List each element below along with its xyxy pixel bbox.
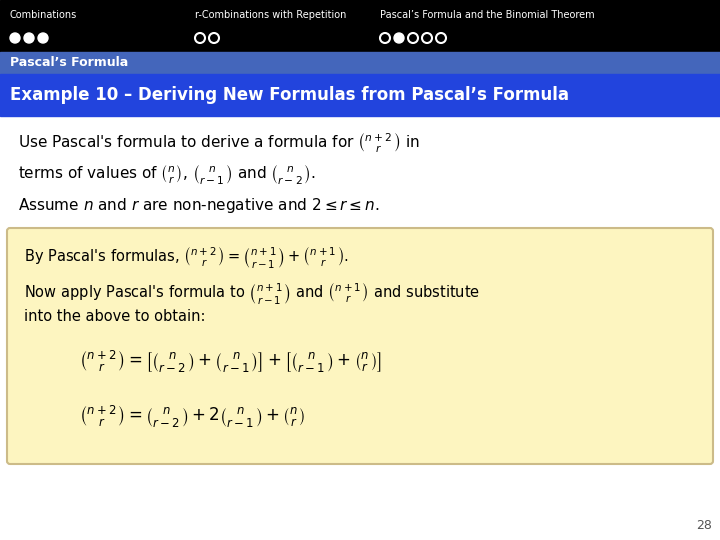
Bar (0, 0, 720, 52)
Text: Pascal’s Formula: Pascal’s Formula (10, 57, 128, 70)
Circle shape (394, 33, 404, 43)
Text: terms of values of $\binom{n}{r}$, $\binom{n}{r-1}$ and $\binom{n}{r-2}$.: terms of values of $\binom{n}{r}$, $\bin… (18, 164, 316, 187)
Text: Pascal’s Formula and the Binomial Theorem: Pascal’s Formula and the Binomial Theore… (380, 10, 595, 20)
Text: Now apply Pascal's formula to $\binom{n+1}{r-1}$ and $\binom{n+1}{r}$ and substi: Now apply Pascal's formula to $\binom{n+… (24, 281, 480, 306)
FancyBboxPatch shape (7, 228, 713, 464)
Text: Use Pascal's formula to derive a formula for $\binom{n+2}{r}$ in: Use Pascal's formula to derive a formula… (18, 132, 420, 155)
Text: r-Combinations with Repetition: r-Combinations with Repetition (195, 10, 346, 20)
Circle shape (24, 33, 34, 43)
Text: into the above to obtain:: into the above to obtain: (24, 309, 205, 324)
Text: $\binom{n+2}{r} = \left[\binom{n}{r-2} + \binom{n}{r-1}\right] + \left[\binom{n}: $\binom{n+2}{r} = \left[\binom{n}{r-2} +… (79, 349, 382, 375)
Text: $\binom{n+2}{r} = \binom{n}{r-2} + 2\binom{n}{r-1} + \binom{n}{r}$: $\binom{n+2}{r} = \binom{n}{r-2} + 2\bin… (79, 404, 305, 430)
Bar (0, 74, 720, 116)
Bar (0, 52, 720, 74)
Text: Assume $n$ and $r$ are non-negative and $2 \leq r \leq n$.: Assume $n$ and $r$ are non-negative and … (18, 196, 379, 215)
Circle shape (10, 33, 20, 43)
Circle shape (38, 33, 48, 43)
Text: Example 10 – Deriving New Formulas from Pascal’s Formula: Example 10 – Deriving New Formulas from … (10, 86, 569, 104)
Text: 28: 28 (696, 519, 712, 532)
Text: By Pascal's formulas, $\binom{n+2}{r} = \binom{n+1}{r-1} + \binom{n+1}{r}$.: By Pascal's formulas, $\binom{n+2}{r} = … (24, 245, 349, 270)
Text: Combinations: Combinations (10, 10, 77, 20)
